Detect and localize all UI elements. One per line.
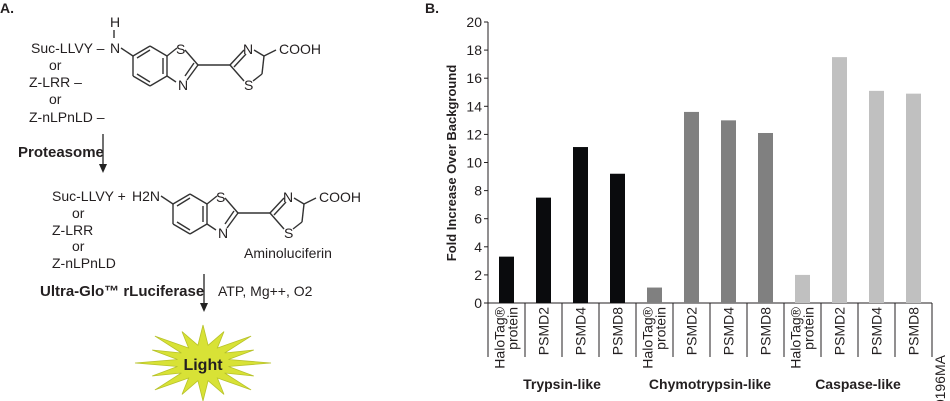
y-tick-label: 18: [466, 42, 482, 58]
carboxyl-label: COOH: [279, 41, 321, 57]
atom-s: S: [176, 41, 185, 57]
y-axis-label: Fold Increase Over Background: [444, 65, 459, 262]
x-tick-label: PSMD4: [573, 307, 589, 355]
or-label: or: [72, 205, 85, 221]
substrate-list-bottom: Suc-LLVY + or Z-LRR or Z-nLPnLD: [52, 188, 126, 271]
arrow-down-icon: [99, 164, 107, 173]
luciferase-label: Ultra-Glo™ rLuciferase: [40, 283, 204, 300]
substrate-label: Suc-LLVY +: [52, 188, 126, 204]
atom-s: S: [244, 77, 253, 93]
y-tick-label: 10: [466, 155, 482, 171]
bar-caspase-like-3: [906, 93, 921, 303]
substrate-label: Z-LRR –: [29, 74, 82, 90]
y-tick-label: 12: [466, 126, 482, 142]
atom-n: N: [110, 40, 120, 56]
group-label: Chymotrypsin-like: [649, 376, 771, 392]
light-burst-icon: [134, 324, 272, 401]
x-tick-label: PSMD2: [832, 307, 848, 355]
bar-caspase-like-0: [795, 274, 810, 303]
luciferin-substrate-structure: S N N S COOH: [120, 41, 321, 93]
panel-b-label: B.: [425, 0, 439, 16]
carboxyl-label: COOH: [319, 189, 361, 205]
atom-n: N: [178, 77, 188, 93]
y-tick-label: 20: [466, 14, 482, 30]
amine-label: H2N: [132, 188, 160, 204]
x-tick-label: HaloTag®: [788, 306, 804, 368]
x-tick-label: protein: [801, 307, 817, 350]
substrate-label: Z-nLPnLD –: [29, 109, 105, 125]
bar-chymotrypsin-like-0: [647, 287, 662, 303]
bar-chymotrypsin-like-3: [758, 132, 773, 303]
group-label: Trypsin-like: [523, 376, 601, 392]
substrate-label: Suc-LLVY –: [31, 40, 105, 56]
atom-h: H: [110, 14, 120, 30]
or-label: or: [49, 91, 62, 107]
x-tick-label: PSMD4: [721, 307, 737, 355]
y-tick-label: 6: [474, 211, 482, 227]
or-label: or: [72, 238, 85, 254]
or-label: or: [49, 57, 62, 73]
product-name: Aminoluciferin: [244, 245, 332, 261]
substrate-list-top: Suc-LLVY – or Z-LRR – or Z-nLPnLD –: [29, 40, 105, 125]
proteasome-label: Proteasome: [18, 144, 104, 161]
x-tick-label: PSMD8: [758, 307, 774, 355]
x-tick-label: PSMD8: [610, 307, 626, 355]
cofactors-label: ATP, Mg++, O2: [218, 283, 313, 299]
arrow-down-icon: [200, 303, 208, 312]
bar-chymotrypsin-like-2: [721, 120, 736, 303]
y-tick-label: 4: [474, 239, 482, 255]
atom-n: N: [218, 225, 228, 241]
x-tick-label: PSMD2: [536, 307, 552, 355]
x-tick-label: HaloTag®: [640, 306, 656, 368]
bar-trypsin-like-2: [573, 147, 588, 303]
x-tick-label: protein: [653, 307, 669, 350]
panel-b-chart: B. Fold Increase Over Background 0 2 4 6 8 10…: [425, 0, 948, 401]
atom-s: S: [284, 225, 293, 241]
bar-trypsin-like-0: [499, 256, 514, 303]
atom-s: S: [216, 189, 225, 205]
x-tick-label: PSMD2: [684, 307, 700, 355]
light-label: Light: [183, 357, 223, 374]
group-label: Caspase-like: [815, 376, 901, 392]
bar-trypsin-like-3: [610, 173, 625, 303]
aminoluciferin-structure: S N N S COOH: [160, 189, 361, 241]
bar-caspase-like-2: [869, 90, 884, 303]
bar-caspase-like-1: [832, 57, 847, 303]
x-tick-label: protein: [505, 307, 521, 350]
y-tick-label: 16: [466, 70, 482, 86]
y-tick-label: 14: [466, 98, 482, 114]
atom-n: N: [243, 41, 253, 57]
panel-a-label: A.: [0, 0, 14, 16]
atom-n: N: [283, 189, 293, 205]
substrate-label: Z-LRR: [52, 222, 93, 238]
y-tick-label: 8: [474, 183, 482, 199]
x-tick-label: PSMD4: [869, 307, 885, 355]
substrate-label: Z-nLPnLD: [52, 255, 116, 271]
bar-trypsin-like-1: [536, 197, 551, 303]
y-tick-label: 2: [474, 267, 482, 283]
y-tick-label: 0: [474, 295, 482, 311]
bar-chymotrypsin-like-1: [684, 111, 699, 303]
x-tick-label: PSMD8: [906, 307, 922, 355]
panel-a-scheme: A. Suc-LLVY – or Z-LRR – or Z-nLPnLD – H…: [0, 0, 361, 401]
x-tick-label: HaloTag®: [492, 306, 508, 368]
figure-code: 10196MA: [932, 354, 948, 401]
